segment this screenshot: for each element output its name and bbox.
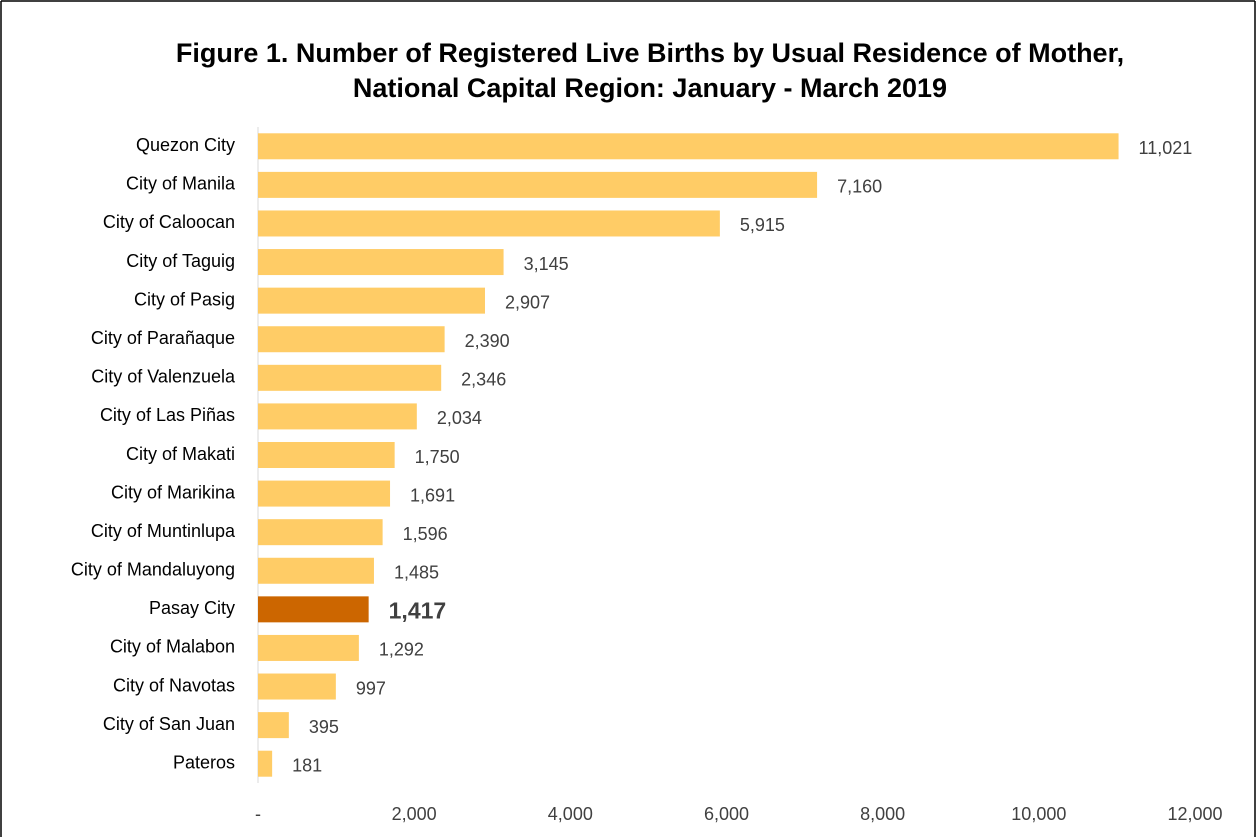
- bar: [258, 403, 417, 430]
- bar: [258, 673, 336, 700]
- x-tick-label: -: [255, 804, 261, 824]
- y-tick-label: City of Parañaque: [91, 328, 235, 348]
- y-tick-label: City of Caloocan: [103, 212, 235, 232]
- bar: [258, 171, 818, 198]
- value-label: 2,346: [461, 370, 506, 390]
- bar: [258, 210, 720, 237]
- value-label: 1,750: [415, 447, 460, 467]
- y-tick-label: City of Navotas: [113, 675, 235, 695]
- y-tick-label: City of Mandaluyong: [71, 560, 235, 580]
- y-tick-label: City of Manila: [126, 174, 236, 194]
- value-label: 2,390: [465, 331, 510, 351]
- bar: [258, 480, 391, 507]
- bar: [258, 326, 445, 353]
- y-tick-label: City of Las Piñas: [100, 405, 235, 425]
- value-label: 5,915: [740, 215, 785, 235]
- x-tick-label: 2,000: [392, 804, 437, 824]
- value-label: 1,691: [410, 485, 455, 505]
- value-label: 2,907: [505, 292, 550, 312]
- value-label: 997: [356, 678, 386, 698]
- bar: [258, 712, 289, 739]
- x-tick-label: 6,000: [704, 804, 749, 824]
- bar: [258, 249, 504, 276]
- value-label: 181: [292, 755, 322, 775]
- bar: [258, 519, 383, 546]
- value-label: 7,160: [837, 177, 882, 197]
- y-tick-label: City of San Juan: [103, 714, 235, 734]
- y-tick-label: Pateros: [173, 752, 235, 772]
- bar: [258, 442, 395, 468]
- value-label: 1,292: [379, 640, 424, 660]
- y-tick-label: City of Malabon: [110, 637, 235, 657]
- value-label: 2,034: [437, 408, 482, 428]
- x-tick-label: 12,000: [1167, 804, 1222, 824]
- y-tick-label: City of Valenzuela: [91, 367, 236, 387]
- x-tick-label: 10,000: [1011, 804, 1066, 824]
- value-label: 1,596: [403, 524, 448, 544]
- bar: [258, 750, 273, 777]
- value-label: 11,021: [1139, 138, 1193, 158]
- y-tick-label: City of Makati: [126, 444, 235, 464]
- bar: [258, 596, 369, 623]
- bar: [258, 287, 485, 314]
- y-tick-label: Pasay City: [149, 598, 235, 618]
- bar: [258, 634, 359, 661]
- bar: [258, 133, 1119, 160]
- y-tick-label: City of Taguig: [126, 251, 235, 271]
- y-tick-label: City of Pasig: [134, 289, 235, 309]
- bar: [258, 364, 442, 391]
- chart-title: Figure 1. Number of Registered Live Birt…: [175, 38, 1125, 103]
- y-tick-label: City of Marikina: [111, 482, 236, 502]
- value-label: 1,485: [394, 563, 439, 583]
- x-tick-label: 8,000: [860, 804, 905, 824]
- y-tick-label: City of Muntinlupa: [91, 521, 236, 541]
- value-label: 395: [309, 717, 339, 737]
- value-label: 1,417: [389, 597, 447, 623]
- value-label: 3,145: [524, 254, 569, 274]
- bar: [258, 557, 374, 584]
- x-tick-label: 4,000: [548, 804, 593, 824]
- y-tick-label: Quezon City: [136, 135, 235, 155]
